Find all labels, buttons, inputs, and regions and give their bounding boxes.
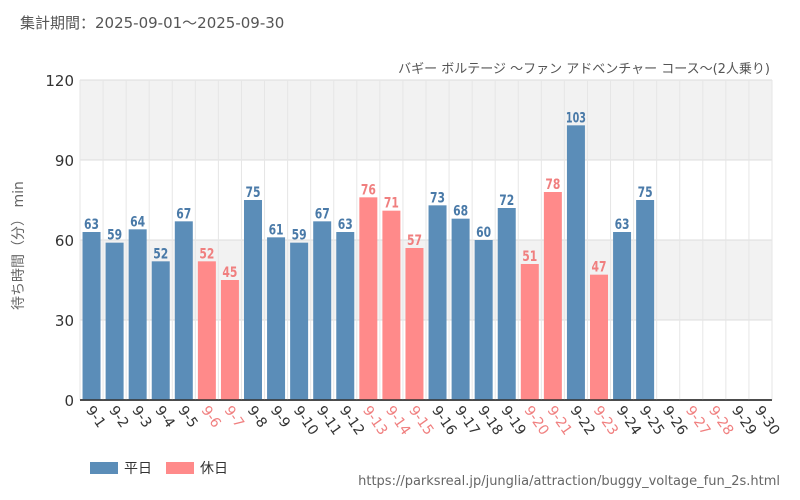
x-tick-label: 9-5 (175, 403, 201, 431)
x-tick-label: 9-13 (359, 403, 390, 438)
x-tick-label: 9-12 (336, 403, 367, 438)
x-tick-label: 9-1 (82, 403, 108, 431)
x-tick-label: 9-23 (590, 403, 621, 438)
bar (520, 264, 539, 400)
legend-weekday: 平日 (90, 458, 152, 478)
x-tick-label: 9-28 (705, 403, 736, 438)
x-tick-label: 9-3 (128, 403, 154, 431)
x-tick-label: 9-11 (313, 403, 344, 438)
data-label: 52 (199, 246, 214, 262)
chart-title: バギー ボルテージ ～ファン アドベンチャー コース～(2人乗り) (398, 62, 770, 77)
x-tick-label: 9-20 (521, 403, 552, 438)
data-label: 47 (592, 260, 607, 276)
bar (474, 240, 493, 400)
x-tick-label: 9-9 (267, 403, 293, 431)
bar (290, 242, 309, 400)
bar (428, 205, 447, 400)
bar (359, 197, 378, 400)
bar (566, 125, 585, 400)
data-label: 78 (545, 177, 560, 193)
x-tick-label: 9-19 (497, 403, 528, 438)
data-label: 76 (361, 182, 376, 198)
x-tick-label: 9-17 (451, 403, 482, 438)
bar (590, 274, 608, 400)
y-tick-label: 0 (64, 392, 74, 410)
data-label: 71 (384, 196, 399, 212)
legend-weekday-swatch (90, 462, 118, 474)
x-tick-label: 9-30 (751, 403, 782, 438)
data-label: 59 (292, 228, 307, 244)
data-label: 61 (269, 222, 284, 238)
bar (82, 232, 101, 400)
bar (313, 221, 332, 400)
data-label: 64 (130, 214, 145, 230)
data-label: 51 (522, 249, 537, 265)
bar (244, 200, 262, 400)
x-tick-label: 9-8 (244, 403, 270, 431)
data-label: 57 (407, 233, 422, 249)
bar (105, 242, 124, 400)
legend-holiday-swatch (166, 462, 194, 474)
bar (336, 232, 355, 400)
data-label: 67 (315, 206, 330, 222)
x-tick-label: 9-22 (567, 403, 598, 438)
x-tick-label: 9-21 (544, 403, 575, 438)
y-tick-label: 60 (55, 232, 74, 250)
bar (267, 237, 286, 400)
bar (151, 261, 170, 400)
data-label: 52 (153, 246, 168, 262)
bar (636, 200, 655, 400)
legend-weekday-label: 平日 (124, 461, 152, 477)
bar (128, 229, 147, 400)
x-tick-label: 9-29 (728, 403, 759, 438)
bar (220, 280, 239, 400)
y-tick-label: 30 (55, 312, 74, 330)
x-tick-label: 9-7 (221, 403, 247, 431)
x-tick-label: 9-6 (198, 403, 224, 431)
y-tick-label: 90 (55, 152, 74, 170)
x-tick-label: 9-15 (405, 403, 436, 438)
bar (405, 248, 424, 400)
legend-holiday-label: 休日 (200, 461, 228, 477)
period-text: 集計期間：2025-09-01～2025-09-30 (20, 14, 285, 32)
x-tick-label: 9-2 (105, 403, 131, 431)
data-label: 59 (107, 228, 122, 244)
x-tick-label: 9-26 (659, 403, 690, 438)
x-tick-label: 9-4 (151, 403, 177, 431)
data-label: 72 (499, 193, 514, 209)
data-label: 60 (476, 225, 491, 241)
x-tick-label: 9-25 (636, 403, 667, 438)
data-label: 67 (176, 206, 191, 222)
data-label: 103 (566, 110, 586, 126)
bar (174, 221, 193, 400)
data-label: 75 (246, 185, 261, 201)
legend-holiday: 休日 (166, 458, 228, 478)
x-tick-label: 9-27 (682, 403, 713, 438)
bar (451, 218, 470, 400)
x-tick-label: 9-24 (613, 403, 644, 438)
data-label: 73 (430, 190, 445, 206)
legend: 平日 休日 (90, 458, 228, 478)
bar (382, 210, 401, 400)
data-label: 63 (84, 217, 99, 233)
bar (543, 192, 562, 400)
bar (497, 208, 516, 400)
bar (613, 232, 632, 400)
data-label: 75 (638, 185, 653, 201)
x-tick-label: 9-16 (428, 403, 459, 438)
data-label: 45 (222, 265, 237, 281)
source-link[interactable]: https://parksreal.jp/junglia/attraction/… (358, 474, 780, 489)
x-tick-label: 9-10 (290, 403, 321, 438)
y-tick-label: 120 (45, 72, 74, 90)
x-tick-label: 9-14 (382, 403, 413, 438)
x-tick-label: 9-18 (474, 403, 505, 438)
data-label: 63 (615, 217, 630, 233)
bar (197, 261, 216, 400)
data-label: 68 (453, 204, 468, 220)
data-label: 63 (338, 217, 353, 233)
